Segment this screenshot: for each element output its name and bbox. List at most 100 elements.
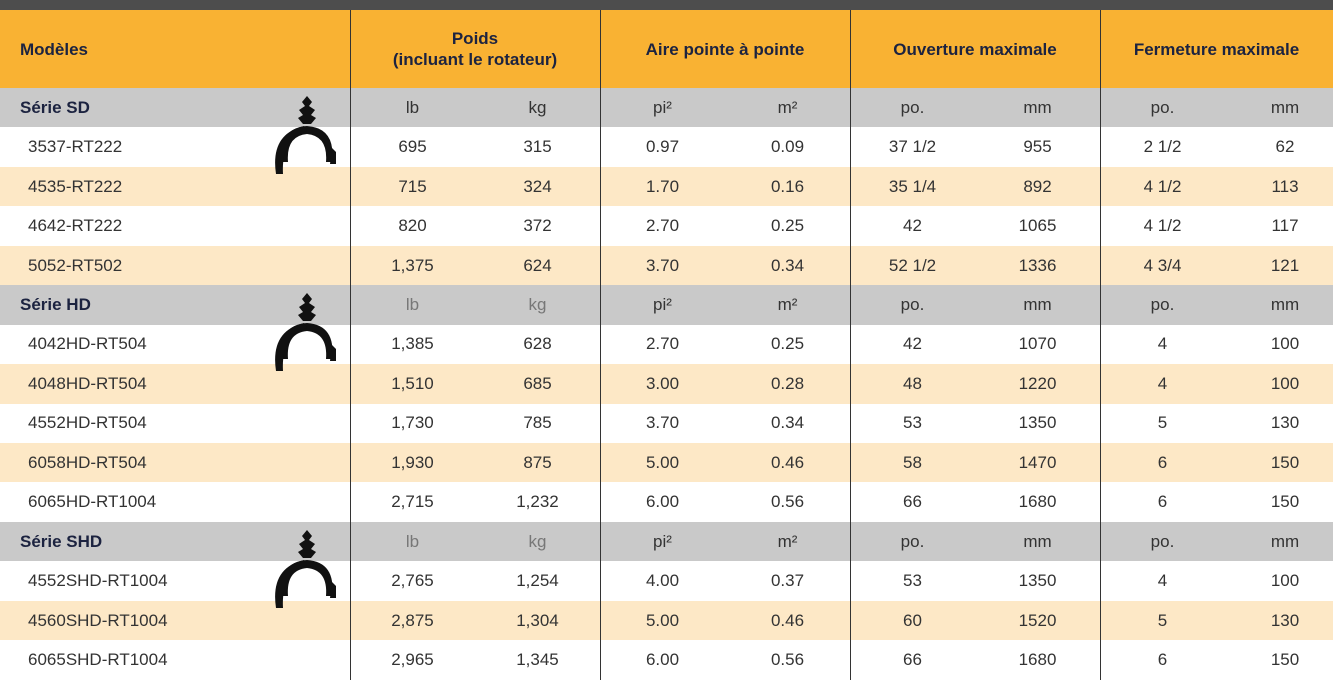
column-divider — [600, 10, 601, 680]
value: 2,875 — [350, 601, 475, 640]
value: 48 — [850, 364, 975, 403]
value: 0.56 — [725, 640, 850, 679]
unit: po. — [850, 522, 975, 561]
value: 66 — [850, 640, 975, 679]
value: 60 — [850, 601, 975, 640]
value: 1350 — [975, 561, 1100, 600]
value: 4 — [1100, 561, 1225, 600]
column-divider — [850, 10, 851, 680]
value: 2,965 — [350, 640, 475, 679]
value: 150 — [1225, 443, 1333, 482]
value: 4 — [1100, 364, 1225, 403]
value: 820 — [350, 206, 475, 245]
value: 58 — [850, 443, 975, 482]
value: 4 1/2 — [1100, 167, 1225, 206]
model-name: 4642-RT222 — [28, 206, 122, 245]
header-closing: Fermeture maximale — [1100, 10, 1333, 88]
value: 1220 — [975, 364, 1100, 403]
column-divider — [350, 10, 351, 680]
value: 1520 — [975, 601, 1100, 640]
value: 66 — [850, 483, 975, 522]
value: 113 — [1225, 167, 1333, 206]
value: 0.34 — [725, 404, 850, 443]
unit: m² — [725, 88, 850, 127]
value: 2,765 — [350, 561, 475, 600]
grapple-icon — [272, 289, 342, 381]
value: 2,715 — [350, 483, 475, 522]
header-models: Modèles — [20, 10, 88, 88]
value: 2.70 — [600, 206, 725, 245]
value: 1,730 — [350, 404, 475, 443]
unit: m² — [725, 522, 850, 561]
model-name: 4042HD-RT504 — [28, 325, 147, 364]
value: 6.00 — [600, 640, 725, 679]
model-name: 6058HD-RT504 — [28, 443, 147, 482]
value: 6 — [1100, 443, 1225, 482]
top-bar — [0, 0, 1333, 10]
unit: kg — [475, 88, 600, 127]
value: 5.00 — [600, 443, 725, 482]
unit: mm — [975, 285, 1100, 324]
value: 1336 — [975, 246, 1100, 285]
grapple-icon — [272, 92, 342, 184]
value: 1680 — [975, 483, 1100, 522]
value: 1,385 — [350, 325, 475, 364]
value: 1,254 — [475, 561, 600, 600]
value: 121 — [1225, 246, 1333, 285]
header-weight-line: Poids — [452, 28, 498, 49]
unit: lb — [350, 88, 475, 127]
value: 5 — [1100, 404, 1225, 443]
value: 150 — [1225, 483, 1333, 522]
grapple-icon — [272, 526, 342, 618]
value: 42 — [850, 206, 975, 245]
value: 37 1/2 — [850, 127, 975, 166]
unit: lb — [350, 285, 475, 324]
value: 715 — [350, 167, 475, 206]
value: 35 1/4 — [850, 167, 975, 206]
unit: mm — [1225, 522, 1333, 561]
value: 1,304 — [475, 601, 600, 640]
value: 1,232 — [475, 483, 600, 522]
model-name: 4048HD-RT504 — [28, 364, 147, 403]
unit: kg — [475, 285, 600, 324]
unit: po. — [1100, 522, 1225, 561]
header-area: Aire pointe à pointe — [600, 10, 850, 88]
value: 4 — [1100, 325, 1225, 364]
value: 0.34 — [725, 246, 850, 285]
model-name: 6065HD-RT1004 — [28, 483, 156, 522]
value: 1,930 — [350, 443, 475, 482]
value: 5 — [1100, 601, 1225, 640]
value: 955 — [975, 127, 1100, 166]
header-weight: Poids (incluant le rotateur) — [350, 10, 600, 88]
value: 6 — [1100, 640, 1225, 679]
value: 1350 — [975, 404, 1100, 443]
unit: mm — [1225, 285, 1333, 324]
model-name: 3537-RT222 — [28, 127, 122, 166]
value: 875 — [475, 443, 600, 482]
value: 117 — [1225, 206, 1333, 245]
value: 1.70 — [600, 167, 725, 206]
value: 3.70 — [600, 404, 725, 443]
value: 3.70 — [600, 246, 725, 285]
header-weight-line: (incluant le rotateur) — [393, 49, 557, 70]
model-name: 4552HD-RT504 — [28, 404, 147, 443]
value: 6 — [1100, 483, 1225, 522]
unit: mm — [1225, 88, 1333, 127]
unit: mm — [975, 522, 1100, 561]
model-name: 6065SHD-RT1004 — [28, 640, 168, 679]
value: 130 — [1225, 404, 1333, 443]
model-name: 4552SHD-RT1004 — [28, 561, 168, 600]
value: 1065 — [975, 206, 1100, 245]
value: 100 — [1225, 561, 1333, 600]
value: 785 — [475, 404, 600, 443]
value: 0.09 — [725, 127, 850, 166]
header-opening: Ouverture maximale — [850, 10, 1100, 88]
value: 53 — [850, 561, 975, 600]
value: 1470 — [975, 443, 1100, 482]
value: 53 — [850, 404, 975, 443]
spec-table: Modèles Poids (incluant le rotateur) Air… — [0, 0, 1333, 680]
value: 0.37 — [725, 561, 850, 600]
value: 624 — [475, 246, 600, 285]
value: 150 — [1225, 640, 1333, 679]
unit: pi² — [600, 88, 725, 127]
